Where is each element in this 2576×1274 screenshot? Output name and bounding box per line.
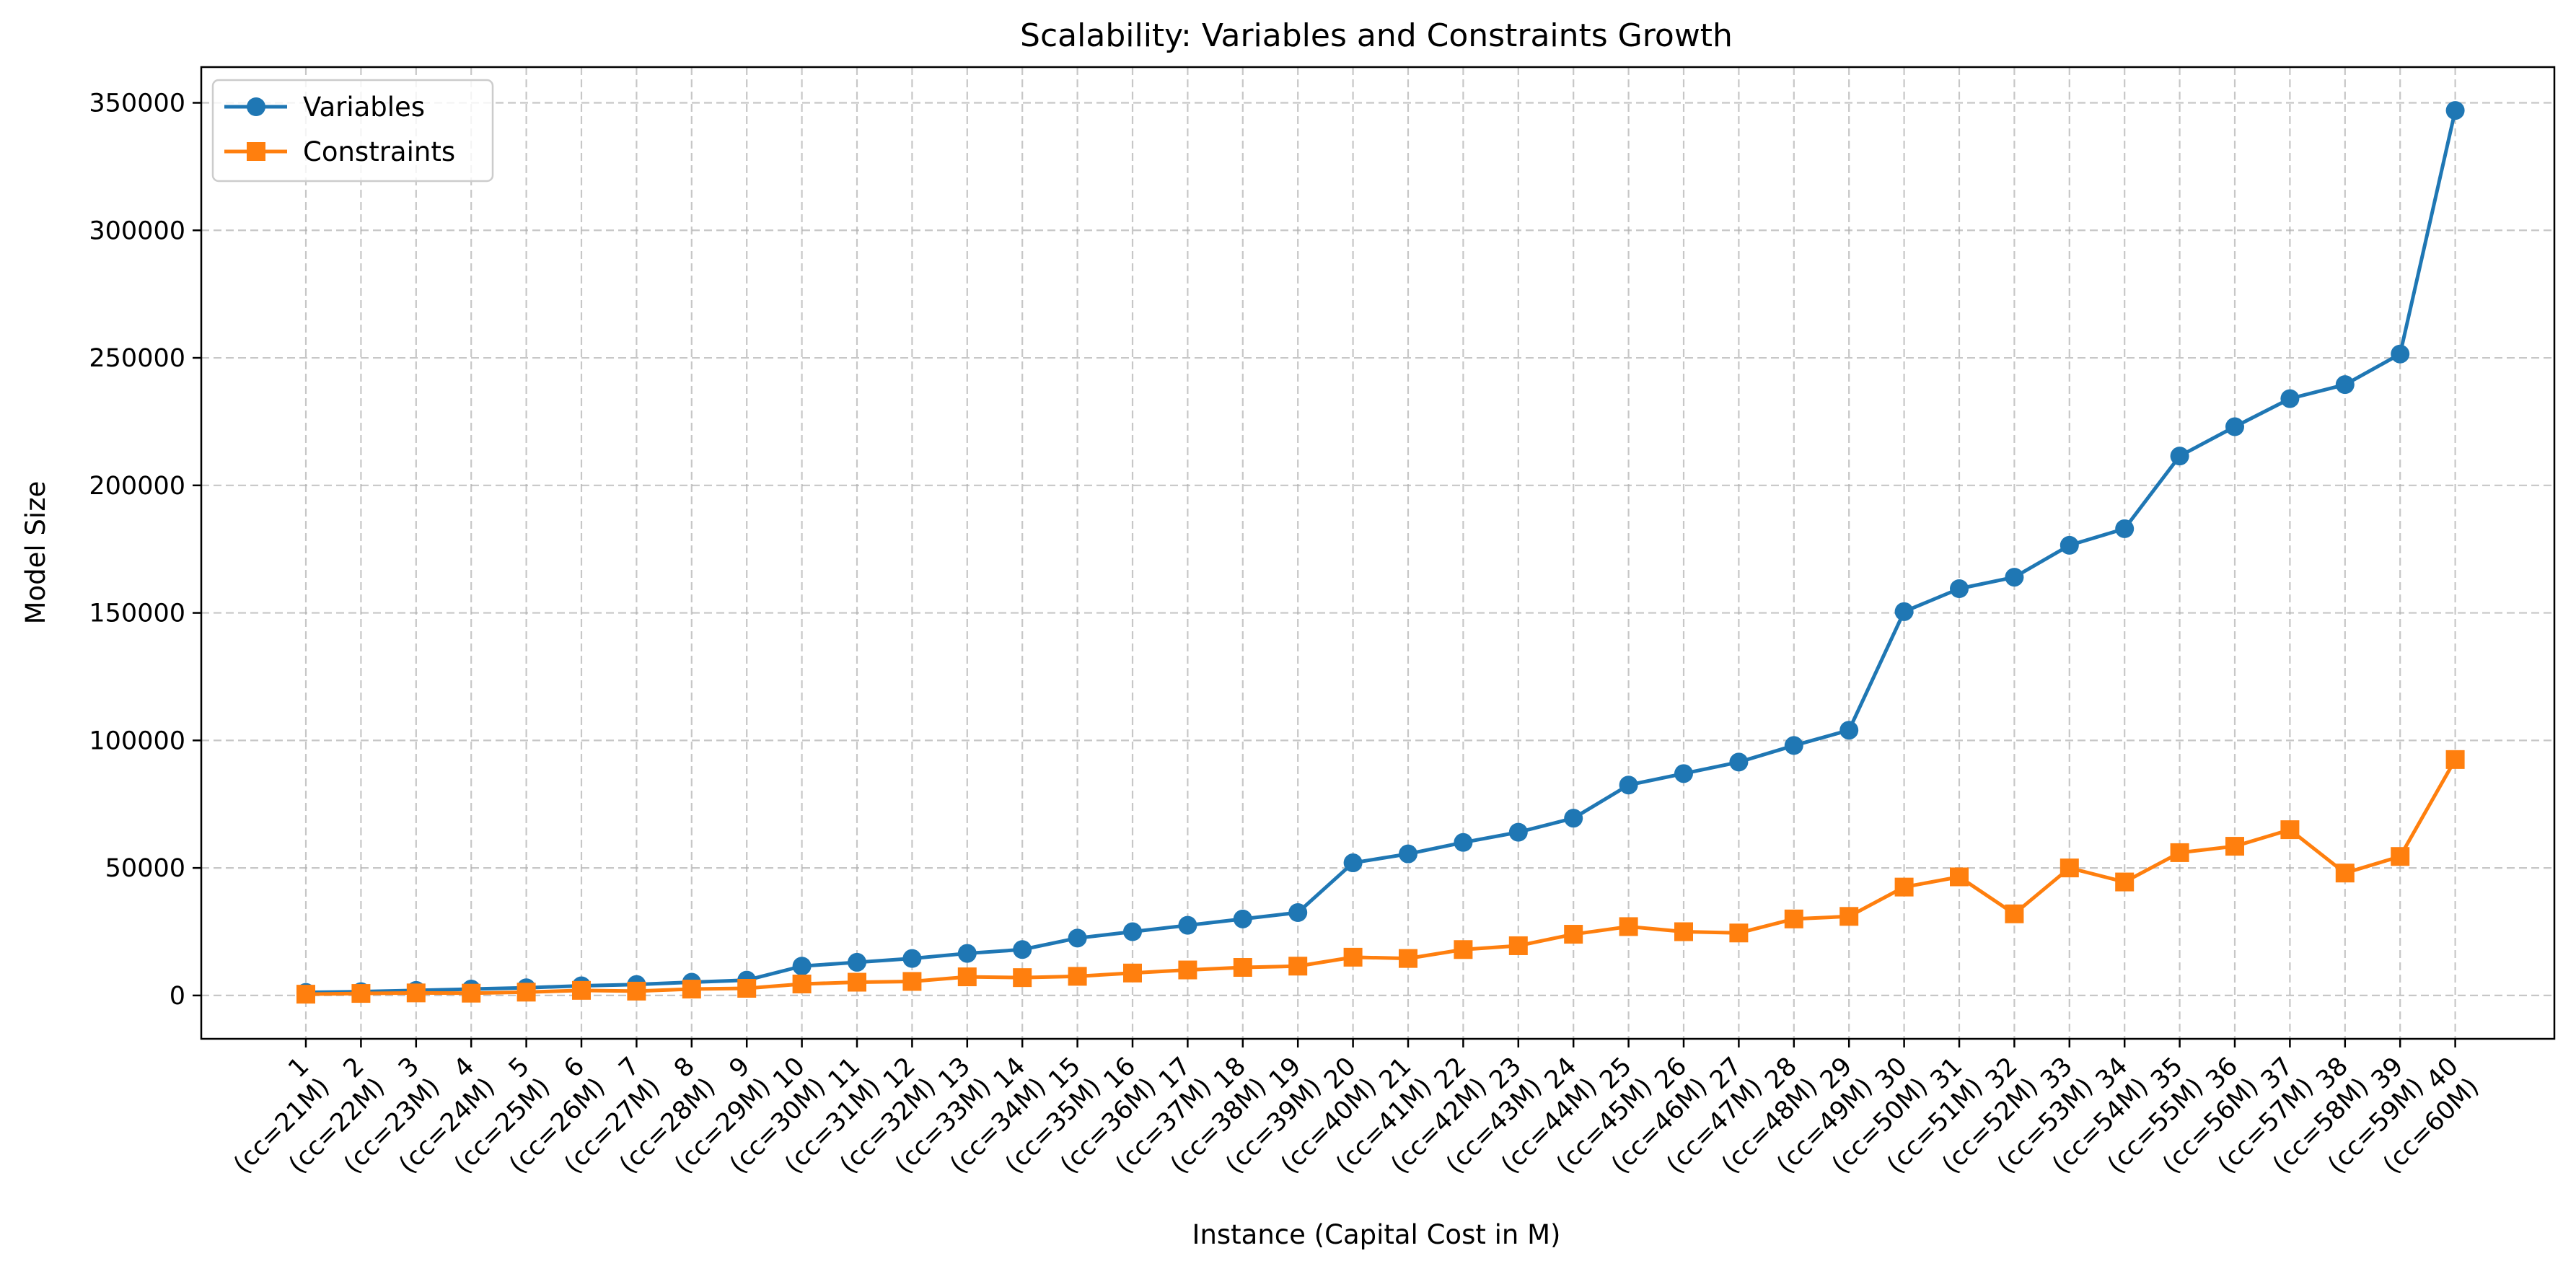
- data-point-constraints: [1674, 922, 1693, 941]
- data-point-constraints: [1013, 968, 1032, 988]
- series-layer: [296, 101, 2465, 1004]
- data-point-constraints: [1729, 923, 1749, 943]
- data-point-variables: [1839, 721, 1859, 740]
- data-point-constraints: [848, 972, 866, 992]
- data-point-constraints: [1950, 867, 1969, 887]
- legend-label: Variables: [303, 92, 425, 123]
- data-point-constraints: [406, 983, 426, 1003]
- data-point-variables: [1729, 752, 1749, 772]
- grid-layer: [201, 67, 2554, 1039]
- data-point-variables: [2170, 447, 2189, 466]
- data-point-constraints: [2005, 904, 2024, 923]
- y-tick-label: 200000: [89, 472, 185, 501]
- data-point-constraints: [627, 981, 646, 1001]
- data-point-variables: [1178, 915, 1197, 935]
- data-point-variables: [1508, 822, 1528, 842]
- y-tick-label: 150000: [89, 599, 185, 628]
- data-point-constraints: [737, 978, 757, 998]
- plot-frame: [200, 66, 2556, 1040]
- data-point-variables: [1233, 909, 1252, 928]
- x-axis-label: Instance (Capital Cost in M): [1192, 1219, 1561, 1250]
- data-point-variables: [1784, 736, 1803, 755]
- y-tick-label: 50000: [105, 854, 185, 883]
- chart-title: Scalability: Variables and Constraints G…: [1020, 17, 1733, 54]
- data-point-variables: [2391, 344, 2410, 364]
- data-point-variables: [1013, 940, 1032, 959]
- data-point-constraints: [957, 967, 977, 987]
- data-point-variables: [2005, 568, 2024, 587]
- legend: Variables Constraints: [211, 79, 494, 183]
- data-point-constraints: [2391, 847, 2410, 866]
- data-point-variables: [1564, 809, 1583, 828]
- data-point-constraints: [2060, 858, 2079, 878]
- data-point-constraints: [1233, 958, 1252, 978]
- data-point-constraints: [296, 985, 315, 1004]
- data-point-variables: [2225, 417, 2244, 436]
- data-point-variables: [1288, 902, 1308, 922]
- data-point-variables: [1674, 764, 1693, 783]
- data-point-constraints: [1564, 925, 1583, 944]
- legend-marker: [247, 97, 265, 116]
- data-point-constraints: [2445, 750, 2465, 769]
- data-point-variables: [957, 944, 977, 963]
- data-point-constraints: [2115, 872, 2135, 892]
- data-point-constraints: [682, 980, 701, 999]
- data-point-variables: [2335, 375, 2355, 395]
- data-point-constraints: [902, 972, 922, 991]
- data-point-constraints: [1784, 909, 1803, 928]
- data-point-variables: [1068, 928, 1087, 948]
- data-point-constraints: [2280, 820, 2300, 840]
- data-point-constraints: [1123, 963, 1142, 983]
- y-tick-label: 0: [170, 982, 185, 1011]
- data-point-constraints: [1454, 940, 1473, 959]
- data-point-constraints: [2225, 837, 2244, 856]
- data-point-constraints: [1399, 949, 1417, 968]
- data-point-variables: [1619, 776, 1638, 795]
- y-tick-label: 100000: [89, 726, 185, 755]
- data-point-variables: [792, 957, 812, 976]
- data-point-variables: [2060, 535, 2079, 555]
- data-point-variables: [2280, 389, 2300, 408]
- data-point-constraints: [2170, 843, 2189, 862]
- data-point-constraints: [1839, 907, 1859, 926]
- data-point-constraints: [1288, 957, 1308, 976]
- data-point-variables: [1894, 602, 1914, 621]
- data-point-constraints: [462, 983, 481, 1003]
- data-point-constraints: [1068, 967, 1087, 986]
- legend-label: Constraints: [303, 136, 455, 167]
- series-line-constraints: [305, 758, 2457, 996]
- data-point-constraints: [1508, 936, 1528, 955]
- series-line-variables: [305, 110, 2458, 995]
- y-axis-label: Model Size: [20, 481, 51, 625]
- data-point-variables: [902, 949, 922, 968]
- y-tick-label: 300000: [89, 216, 185, 245]
- data-point-constraints: [1343, 947, 1363, 967]
- data-point-variables: [1343, 853, 1363, 873]
- data-point-constraints: [351, 984, 371, 1003]
- data-point-variables: [1399, 844, 1417, 864]
- data-point-variables: [848, 952, 866, 972]
- data-point-variables: [1950, 579, 1969, 598]
- data-point-constraints: [2335, 864, 2355, 883]
- data-point-constraints: [516, 983, 536, 1002]
- data-point-constraints: [1619, 917, 1638, 936]
- data-point-variables: [2445, 101, 2465, 120]
- data-point-variables: [1454, 833, 1473, 852]
- data-point-variables: [2115, 519, 2135, 538]
- y-tick-label: 250000: [89, 344, 185, 373]
- data-point-constraints: [1178, 960, 1197, 980]
- legend-marker: [247, 142, 265, 161]
- data-point-constraints: [572, 980, 591, 1000]
- data-point-constraints: [792, 974, 812, 993]
- y-tick-label: 350000: [89, 89, 185, 118]
- data-point-variables: [1123, 922, 1142, 941]
- data-point-constraints: [1894, 877, 1914, 897]
